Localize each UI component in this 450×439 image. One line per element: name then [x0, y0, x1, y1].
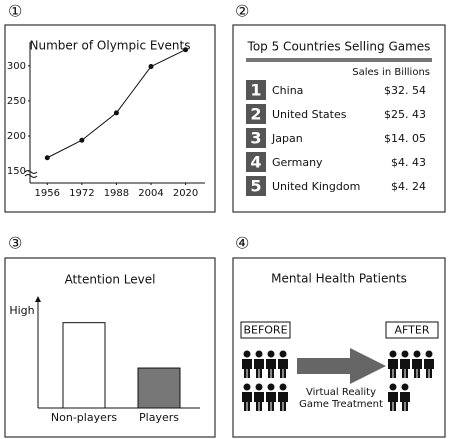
panel-label: ①	[8, 2, 22, 21]
before-label: BEFORE	[243, 324, 287, 337]
bar	[137, 367, 181, 409]
x-tick-label: Non-players	[51, 411, 117, 424]
country: United Kingdom	[272, 180, 360, 193]
point	[113, 110, 119, 116]
arrow-label: Virtual Reality	[306, 387, 376, 398]
x-tick-label: 1956	[35, 188, 60, 199]
sales: $4. 24	[391, 180, 426, 193]
x-tick-label: 1972	[69, 188, 94, 199]
person-icon	[254, 350, 264, 378]
label-box	[240, 321, 291, 339]
rank: 3	[250, 129, 261, 148]
sales: $32. 54	[384, 84, 426, 97]
sales: $14. 05	[384, 132, 426, 145]
x-tick-label: 2004	[138, 188, 163, 199]
x-tick-label: 2020	[173, 188, 198, 199]
rank-box	[246, 104, 266, 124]
diagram-title: Mental Health Patients	[271, 272, 407, 286]
country: Japan	[271, 132, 303, 145]
person-icon	[424, 350, 434, 378]
person-icon	[400, 383, 410, 411]
sales: $25. 43	[384, 108, 426, 121]
person-icon	[266, 383, 276, 411]
chart-title: Attention Level	[65, 273, 156, 287]
person-icon	[254, 383, 264, 411]
rank-box	[246, 152, 266, 172]
person-icon	[278, 383, 288, 411]
person-icon	[278, 350, 288, 378]
person-icon	[412, 350, 422, 378]
column-header: Sales in Billions	[352, 67, 430, 78]
bar	[62, 322, 106, 409]
y-tick-label: 150	[7, 166, 26, 177]
x-tick-label: Players	[139, 411, 179, 424]
person-icon	[242, 350, 252, 378]
point	[148, 64, 154, 70]
table-title: Top 5 Countries Selling Games	[247, 40, 431, 54]
panel-label: ②	[235, 2, 249, 21]
rank: 2	[250, 105, 261, 124]
divider	[246, 58, 432, 62]
country: Germany	[272, 156, 323, 169]
point	[79, 137, 85, 143]
label-box	[385, 321, 439, 339]
rank: 5	[250, 177, 261, 196]
y-axis-label: High	[9, 304, 34, 317]
rank-box	[246, 128, 266, 148]
country: China	[272, 84, 303, 97]
y-tick-label: 250	[7, 96, 26, 107]
axis-break	[24, 170, 38, 178]
after-label: AFTER	[395, 324, 430, 337]
y-tick-label: 300	[7, 61, 26, 72]
person-icon	[400, 350, 410, 378]
person-icon	[242, 383, 252, 411]
panel	[232, 24, 446, 213]
person-icon	[388, 383, 398, 411]
point	[44, 155, 50, 161]
arrow	[297, 348, 386, 384]
country: United States	[272, 108, 347, 121]
person-icon	[388, 350, 398, 378]
person-icon	[266, 350, 276, 378]
panel-label: ④	[235, 234, 249, 253]
rank: 1	[250, 81, 261, 100]
point	[183, 47, 189, 53]
sales: $4. 43	[391, 156, 426, 169]
rank: 4	[250, 153, 261, 172]
y-tick-label: 200	[7, 131, 26, 142]
panel-label: ③	[8, 234, 22, 253]
axis-arrow	[35, 296, 41, 302]
arrow-label: Game Treatment	[299, 399, 383, 410]
rank-box	[246, 80, 266, 100]
x-tick-label: 1988	[104, 188, 129, 199]
chart-title: Number of Olympic Events	[30, 39, 191, 53]
rank-box	[246, 176, 266, 196]
